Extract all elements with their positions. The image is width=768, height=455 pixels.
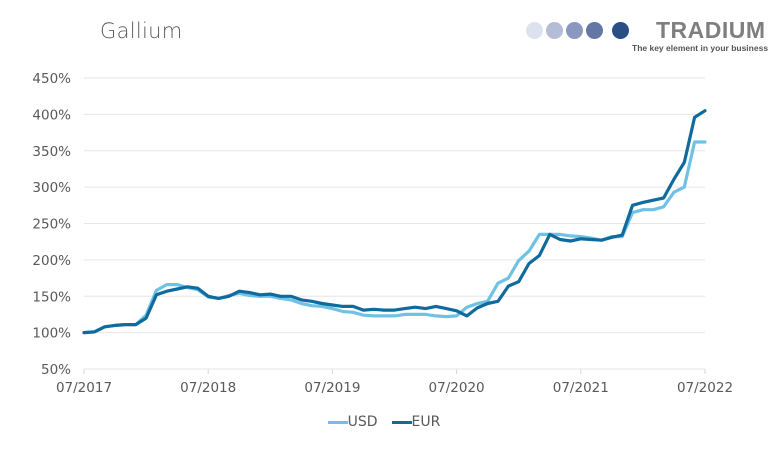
x-axis: 07/2017 07/2018 07/2019 07/2020 07/2021 07/20… <box>56 369 733 396</box>
x-tick-label: 07/2020 <box>429 380 485 396</box>
y-tick-label: 100% <box>32 326 71 342</box>
legend-label-usd: USD <box>347 414 378 430</box>
x-tick-label: 07/2022 <box>677 380 733 396</box>
x-tick-label: 07/2019 <box>304 380 360 396</box>
x-tick-label: 07/2017 <box>56 380 112 396</box>
legend: USD EUR <box>0 414 768 430</box>
logo-dot-icon <box>566 22 583 39</box>
x-tick-label: 07/2021 <box>553 380 609 396</box>
y-axis: 50% 100% 150% 200% 250% 300% 350% 400% 450% <box>32 71 71 378</box>
y-tick-label: 250% <box>32 217 71 233</box>
eur-swatch-icon <box>391 420 412 424</box>
gridlines <box>84 77 705 370</box>
y-tick-label: 350% <box>32 144 71 160</box>
logo-dot-icon <box>586 22 603 39</box>
logo-dot-icon <box>526 22 543 39</box>
y-tick-label: 150% <box>32 289 71 305</box>
logo-dot-icon <box>612 22 629 39</box>
y-tick-label: 400% <box>32 107 71 123</box>
y-tick-label: 300% <box>32 180 71 196</box>
logo-brand: TRADIUM <box>656 17 766 43</box>
series-line-eur[interactable] <box>82 109 707 335</box>
series-lines <box>82 109 707 335</box>
y-tick-label: 200% <box>32 253 71 269</box>
chart-title: Gallium <box>100 19 183 43</box>
x-tick-label: 07/2018 <box>180 380 236 396</box>
legend-item-eur[interactable]: EUR <box>391 414 441 430</box>
usd-swatch-icon <box>327 420 348 424</box>
y-tick-label: 50% <box>41 362 71 378</box>
legend-label-eur: EUR <box>411 414 441 430</box>
y-tick-label: 450% <box>32 71 71 87</box>
tradium-logo: TRADIUM The key element in your business <box>526 17 768 58</box>
legend-item-usd[interactable]: USD <box>327 414 378 430</box>
logo-dot-icon <box>546 22 563 39</box>
logo-tagline: The key element in your business <box>632 43 768 53</box>
